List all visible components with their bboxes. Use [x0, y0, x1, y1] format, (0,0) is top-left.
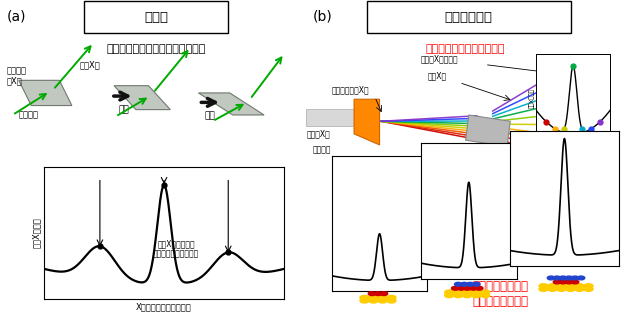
- Text: 回折X線: 回折X線: [428, 71, 446, 80]
- Bar: [306, 109, 364, 126]
- Text: (a): (a): [6, 9, 26, 23]
- Text: 湾曲結晶: 湾曲結晶: [312, 145, 331, 154]
- Text: 波長分散集束X線: 波長分散集束X線: [332, 85, 369, 94]
- Polygon shape: [466, 115, 510, 146]
- Text: 回転: 回転: [118, 105, 129, 114]
- Text: 単一波長
のX線: 単一波長 のX線: [6, 66, 26, 85]
- Text: 試料を動かさず１度に測定: 試料を動かさず１度に測定: [426, 44, 506, 54]
- Text: 試料表面: 試料表面: [440, 155, 459, 164]
- Text: 試料を回転しながら１点ずつ測定: 試料を回転しながら１点ずつ測定: [106, 44, 206, 54]
- Text: 表面の構造変化を
リアルタイム観察: 表面の構造変化を リアルタイム観察: [472, 280, 528, 308]
- FancyBboxPatch shape: [551, 68, 573, 190]
- FancyBboxPatch shape: [367, 1, 571, 33]
- Polygon shape: [354, 99, 379, 145]
- Text: 本研究の方法: 本研究の方法: [445, 10, 493, 24]
- Text: 回折X線強度分布
（表面の構造を反映）: 回折X線強度分布 （表面の構造を反映）: [153, 239, 199, 259]
- Y-axis label: 回折X線強度: 回折X線強度: [529, 89, 535, 108]
- Text: (b): (b): [312, 9, 332, 23]
- Polygon shape: [114, 86, 170, 110]
- Y-axis label: 回折X線強度: 回折X線強度: [32, 218, 41, 249]
- Polygon shape: [19, 80, 72, 106]
- Text: 放射光X線: 放射光X線: [306, 129, 330, 138]
- Text: 従来法: 従来法: [144, 10, 168, 24]
- Text: 回転: 回転: [205, 112, 216, 120]
- Text: ２次元X線検出器: ２次元X線検出器: [421, 54, 459, 63]
- Text: 回折X線: 回折X線: [80, 60, 101, 69]
- Polygon shape: [199, 93, 264, 115]
- X-axis label: X線に対する試料の角度: X線に対する試料の角度: [136, 302, 192, 311]
- FancyBboxPatch shape: [84, 1, 228, 33]
- Text: 試料表面: 試料表面: [19, 111, 39, 119]
- X-axis label: X線波長の逆数: X線波長の逆数: [561, 145, 585, 150]
